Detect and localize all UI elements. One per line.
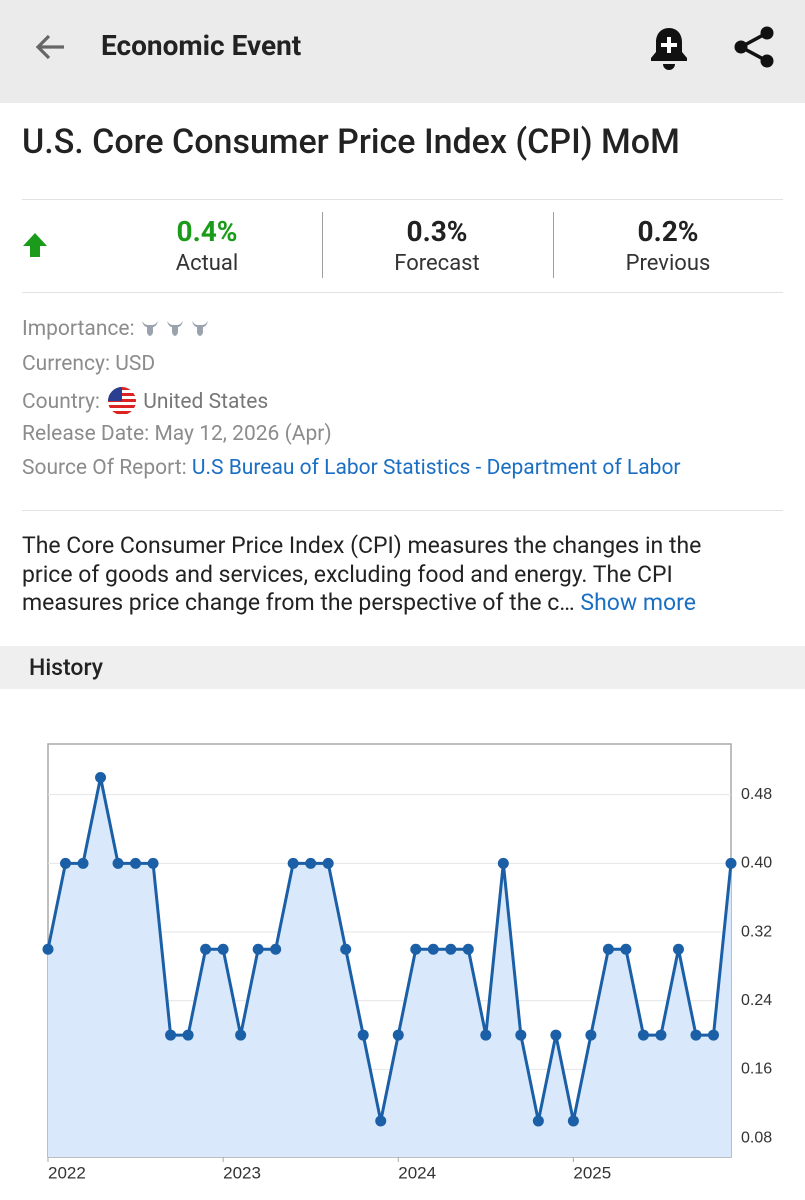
data-point — [550, 1029, 562, 1041]
actual-value: 0.4% — [176, 215, 238, 248]
event-title: U.S. Core Consumer Price Index (CPI) MoM — [22, 122, 680, 162]
up-arrow-icon — [23, 233, 47, 257]
data-point — [707, 1029, 719, 1041]
app-bar-title: Economic Event — [101, 29, 302, 62]
previous-value: 0.2% — [637, 215, 699, 248]
release-date-label: Release Date: — [22, 422, 150, 446]
data-point — [410, 943, 422, 955]
x-tick-label: 2022 — [48, 1163, 86, 1182]
country-row: Country: United States — [22, 386, 268, 416]
data-point — [620, 943, 632, 955]
history-title: History — [29, 654, 104, 681]
data-point — [270, 943, 282, 955]
description-line: price of goods and services, excluding f… — [22, 561, 673, 588]
data-point — [480, 1029, 492, 1041]
data-point — [252, 943, 264, 955]
data-point — [340, 943, 352, 955]
data-point — [147, 857, 159, 869]
share-button[interactable] — [733, 25, 777, 69]
description-line: measures price change from the perspecti… — [22, 589, 696, 617]
data-point — [672, 943, 684, 955]
data-point — [462, 943, 474, 955]
data-point — [445, 943, 457, 955]
data-point — [585, 1029, 597, 1041]
y-tick-label: 0.32 — [741, 923, 772, 940]
data-point — [165, 1029, 177, 1041]
data-point — [77, 857, 89, 869]
back-button[interactable] — [33, 30, 67, 64]
data-point — [287, 857, 299, 869]
release-date-row: Release Date: May 12, 2026 (Apr) — [22, 421, 332, 447]
description-text: measures price change from the perspecti… — [22, 589, 575, 616]
history-chart: 0.08 0.16 0.24 0.32 0.40 0.48 2022 2023 2024 2025 — [42, 743, 772, 1182]
data-point — [567, 1115, 579, 1127]
actual-label: Actual — [175, 251, 239, 276]
data-point — [182, 1029, 194, 1041]
line — [46, 775, 733, 1123]
divider — [22, 292, 783, 293]
flag-icon — [108, 387, 137, 415]
history-header: History — [0, 646, 805, 689]
x-tick-label: 2024 — [398, 1163, 436, 1182]
divider — [22, 510, 783, 511]
data-point — [497, 857, 509, 869]
currency-value: USD — [115, 352, 156, 376]
data-point — [112, 857, 124, 869]
data-point — [200, 943, 212, 955]
y-tick-label: 0.24 — [741, 992, 772, 1009]
source-label: Source Of Report: — [22, 456, 187, 480]
y-tick-label: 0.08 — [741, 1129, 772, 1146]
y-tick-label: 0.16 — [741, 1061, 772, 1078]
show-more-link[interactable]: Show more — [580, 589, 696, 616]
forecast-value: 0.3% — [406, 215, 468, 248]
data-point — [305, 857, 317, 869]
data-point — [392, 1029, 404, 1041]
data-point — [637, 1029, 649, 1041]
currency-row: Currency: USD — [22, 351, 155, 377]
data-point — [95, 771, 107, 783]
x-tick-label: 2023 — [223, 1163, 261, 1182]
forecast-label: Forecast — [394, 251, 480, 276]
data-point — [532, 1115, 544, 1127]
y-tick-label: 0.48 — [741, 786, 772, 803]
data-point — [375, 1115, 387, 1127]
y-tick-label: 0.40 — [741, 855, 772, 872]
app-bar: Economic Event — [0, 0, 805, 103]
country-label: Country: — [22, 390, 101, 414]
description-line: The Core Consumer Price Index (CPI) meas… — [22, 532, 702, 559]
data-point — [60, 857, 72, 869]
country-value: United States — [143, 390, 269, 414]
divider — [22, 199, 783, 200]
data-point — [515, 1029, 527, 1041]
data-point — [42, 943, 54, 955]
data-point — [322, 857, 334, 869]
data-point — [690, 1029, 702, 1041]
data-point — [602, 943, 614, 955]
separator — [322, 212, 323, 278]
importance-label: Importance: — [22, 317, 135, 341]
data-point — [130, 857, 142, 869]
previous-label: Previous — [625, 251, 711, 276]
currency-label: Currency: — [22, 352, 111, 376]
alert-button[interactable] — [648, 24, 690, 72]
release-date-value: May 12, 2026 (Apr) — [154, 422, 332, 446]
data-point — [725, 857, 737, 869]
separator — [553, 212, 554, 278]
data-point — [217, 943, 229, 955]
data-point — [235, 1029, 247, 1041]
data-point — [427, 943, 439, 955]
importance-row: Importance: — [22, 316, 216, 342]
source-row: Source Of Report: U.S Bureau of Labor St… — [22, 455, 681, 481]
importance-icons — [141, 321, 208, 336]
data-point — [357, 1029, 369, 1041]
x-tick-label: 2025 — [573, 1163, 611, 1182]
data-point — [655, 1029, 667, 1041]
source-link[interactable]: U.S Bureau of Labor Statistics - Departm… — [191, 456, 681, 480]
